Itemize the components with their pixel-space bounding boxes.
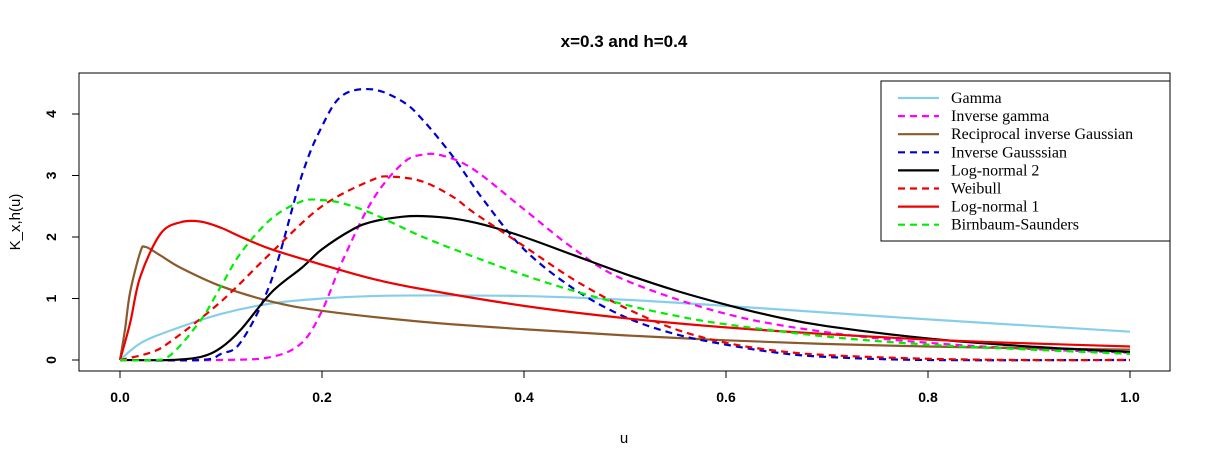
y-tick-label: 4: [43, 110, 59, 118]
y-tick-label: 1: [43, 294, 59, 302]
x-tick-label: 0.2: [312, 389, 332, 405]
x-tick-label: 1.0: [1120, 389, 1140, 405]
x-axis-label: u: [620, 430, 628, 447]
chart-title: x=0.3 and h=0.4: [561, 32, 688, 51]
y-tick-label: 3: [43, 171, 59, 179]
series-line-log-normal-2: [119, 214, 1131, 362]
series-line-reciprocal-inverse-gaussian: [118, 245, 1131, 361]
y-axis-label: K_x,h(u): [7, 194, 24, 251]
x-tick-label: 0.0: [110, 389, 130, 405]
x-tick-label: 0.4: [514, 389, 534, 405]
series-line-weibull: [119, 175, 1131, 362]
legend-label: Log-normal 2: [951, 162, 1039, 179]
legend-label: Inverse Gausssian: [951, 144, 1067, 161]
series-line-birnbaum-saunders: [119, 198, 1131, 362]
x-tick-label: 0.6: [716, 389, 736, 405]
series-line-log-normal-1: [118, 219, 1131, 361]
legend-label: Log-normal 1: [951, 199, 1039, 216]
axes: 0.0 0.2 0.4 0.6 0.8 1.0 0 1 2 3 4: [43, 110, 1140, 405]
legend-label: Gamma: [951, 90, 1002, 107]
y-tick-label: 0: [43, 356, 59, 364]
series-line-gamma: [119, 294, 1131, 361]
legend-label: Weibull: [951, 181, 1002, 198]
legend-box: [880, 80, 1171, 242]
legend-label: Reciprocal inverse Gaussian: [951, 126, 1133, 143]
series-layer: [118, 87, 1131, 362]
legend-label: Inverse gamma: [951, 108, 1049, 125]
series-line-inverse-gamma: [119, 152, 1131, 362]
legend-label: Birnbaum-Saunders: [951, 217, 1079, 234]
y-tick-label: 2: [43, 233, 59, 241]
series-line-inverse-gausssian: [119, 87, 1131, 362]
x-tick-label: 0.8: [918, 389, 938, 405]
